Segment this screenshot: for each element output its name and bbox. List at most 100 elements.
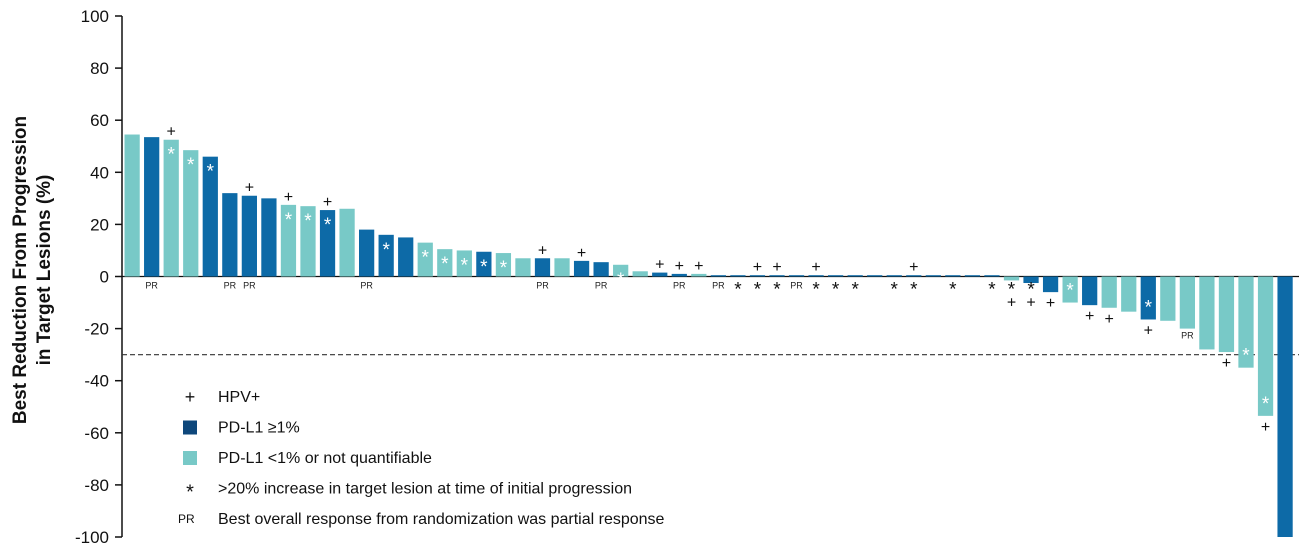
bar: [769, 275, 785, 277]
bar: [398, 237, 414, 277]
star-marker: *: [441, 254, 449, 275]
hpv-plus-marker: +: [1105, 311, 1114, 328]
bar: [163, 139, 179, 277]
legend-item-text: >20% increase in target lesion at time o…: [218, 481, 632, 498]
star-marker: *: [187, 155, 195, 176]
legend-item-text: PD-L1 ≥1%: [218, 420, 300, 437]
legend-item-text: HPV+: [218, 389, 260, 406]
bar: [730, 275, 746, 277]
hpv-plus-marker: +: [1046, 295, 1055, 312]
bar: [222, 193, 238, 277]
y-tick-label: 100: [81, 7, 109, 26]
star-marker: *: [461, 255, 469, 276]
star-marker: *: [617, 270, 625, 291]
y-axis: 100 80 60 40 20 0 -20 -40 -60 -80 -100: [75, 7, 1299, 546]
bar-annotations: PR*+* *PR+PR*+* *+PR* * * * * *+PR+PR *+ +PR+PR * *…: [145, 124, 1270, 436]
pr-marker: PR: [360, 281, 373, 291]
y-tick-label: 0: [100, 268, 109, 287]
star-marker: *: [1262, 394, 1270, 415]
bar: [476, 251, 492, 277]
bar: [261, 198, 277, 277]
pr-marker: PR: [673, 281, 686, 291]
star-marker: *: [891, 280, 899, 301]
hpv-plus-marker: +: [245, 180, 254, 197]
pr-marker: PR: [224, 281, 237, 291]
star-marker: *: [812, 280, 820, 301]
bar: [808, 275, 824, 277]
bar: [1003, 276, 1020, 281]
bar: [554, 258, 570, 277]
hpv-plus-marker: +: [577, 245, 586, 262]
bar: [710, 275, 726, 277]
y-tick-label: -60: [84, 424, 109, 443]
bar: [183, 150, 199, 277]
legend-symbol-pr: PR: [178, 512, 195, 526]
bar: [437, 249, 453, 277]
bar: [124, 134, 140, 277]
star-marker: *: [304, 211, 312, 232]
bar: [1023, 276, 1039, 284]
y-tick-label: -100: [75, 528, 109, 546]
bar: [202, 156, 218, 277]
bar: [495, 253, 512, 277]
bar: [945, 275, 961, 277]
star-marker: *: [422, 248, 430, 269]
bar: [906, 275, 922, 277]
bar: [671, 273, 687, 277]
bar: [1199, 276, 1215, 350]
legend-swatch-dark: [183, 420, 197, 435]
star-marker: *: [480, 257, 488, 278]
star-marker: *: [832, 280, 840, 301]
bar: [828, 275, 844, 277]
bar: [300, 206, 316, 277]
bar: [1257, 276, 1274, 416]
star-marker: *: [168, 145, 176, 166]
bar: [847, 275, 863, 277]
star-marker: *: [734, 280, 742, 301]
star-marker: *: [754, 280, 762, 301]
legend: + HPV+ PD-L1 ≥1% PD-L1 <1% or not quantifia…: [178, 387, 665, 528]
y-tick-label: 80: [90, 59, 109, 78]
bar: [1082, 276, 1098, 306]
legend-swatch-light: [183, 451, 197, 465]
pr-marker: PR: [595, 281, 608, 291]
bar: [241, 195, 257, 277]
hpv-plus-marker: +: [1007, 295, 1016, 312]
star-marker: *: [949, 280, 957, 301]
hpv-plus-marker: +: [1261, 419, 1270, 436]
hpv-plus-marker: +: [694, 258, 703, 275]
hpv-plus-marker: +: [167, 124, 176, 141]
star-marker: *: [1242, 346, 1250, 367]
hpv-plus-marker: +: [811, 259, 820, 276]
legend-item-text: PD-L1 <1% or not quantifiable: [218, 450, 432, 467]
star-marker: *: [1008, 280, 1016, 301]
star-marker: *: [1145, 297, 1153, 318]
bar: [378, 234, 394, 277]
bar: [788, 275, 805, 277]
bar: [1160, 276, 1176, 321]
bar: [886, 275, 902, 277]
bar: [691, 273, 707, 277]
hpv-plus-marker: +: [655, 257, 664, 274]
star-marker: *: [207, 162, 215, 183]
star-marker: *: [851, 280, 859, 301]
bar: [613, 264, 629, 277]
bar: [319, 210, 336, 277]
bar: [867, 275, 883, 277]
star-marker: *: [1066, 281, 1074, 302]
bar: [749, 275, 766, 277]
bar: [925, 275, 941, 277]
y-axis-label-line1: Best Reduction From Progression: [10, 116, 31, 424]
bar: [1140, 276, 1156, 320]
bar: [593, 262, 609, 277]
bar: [339, 208, 355, 277]
bar: [515, 258, 531, 277]
bar: [964, 275, 981, 277]
hpv-plus-marker: +: [323, 194, 332, 211]
bars-group: [124, 134, 1293, 537]
pr-marker: PR: [1181, 331, 1194, 341]
bar: [573, 260, 590, 277]
star-marker: *: [285, 210, 293, 231]
y-tick-label: 60: [90, 111, 109, 130]
hpv-plus-marker: +: [772, 259, 781, 276]
